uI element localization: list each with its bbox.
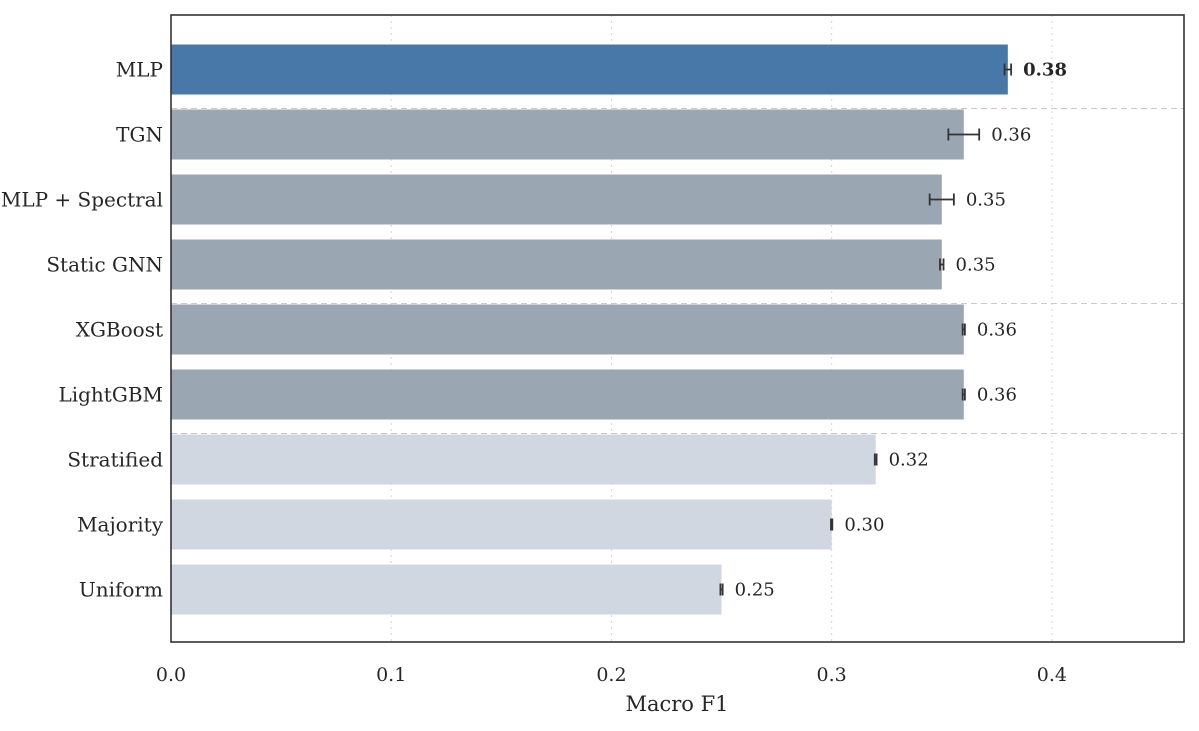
bar xyxy=(171,44,1008,95)
y-tick-label: XGBoost xyxy=(76,318,163,342)
x-tick-label: 0.2 xyxy=(596,664,626,686)
x-tick-label: 0.4 xyxy=(1037,664,1067,686)
error-bar xyxy=(961,388,966,401)
error-bars xyxy=(719,63,1013,596)
labels: 0.0 0.1 0.2 0.3 0.4 MLP 0.38 TGN 0.36 MLP + Spect… xyxy=(1,58,1067,687)
x-axis-title: Macro F1 xyxy=(625,692,728,716)
value-label: 0.38 xyxy=(1023,60,1067,81)
value-label: 0.25 xyxy=(735,580,775,601)
y-tick-label: Majority xyxy=(77,513,164,537)
bars xyxy=(171,44,1008,615)
error-bar xyxy=(719,583,724,596)
error-bar xyxy=(928,193,955,206)
value-label: 0.30 xyxy=(844,515,884,536)
group-separators xyxy=(171,108,1184,434)
value-label: 0.32 xyxy=(889,450,929,471)
x-tick-label: 0.0 xyxy=(156,664,186,686)
y-tick-label: Stratified xyxy=(67,448,163,472)
bar xyxy=(171,369,964,420)
bar xyxy=(171,239,942,290)
error-bar xyxy=(1003,63,1013,76)
error-bar xyxy=(939,258,945,271)
y-tick-label: MLP + Spectral xyxy=(1,188,163,212)
y-tick-label: Uniform xyxy=(79,578,163,602)
bar xyxy=(171,434,876,485)
value-label: 0.35 xyxy=(956,255,996,276)
plot-frame xyxy=(170,14,1185,643)
x-tick-label: 0.1 xyxy=(376,664,406,686)
bar xyxy=(171,109,964,160)
y-tick-label: Static GNN xyxy=(46,253,163,277)
bar xyxy=(171,304,964,355)
bar xyxy=(171,564,722,615)
y-tick-label: LightGBM xyxy=(58,383,163,407)
bar xyxy=(171,499,832,550)
bar xyxy=(171,174,942,225)
value-label: 0.36 xyxy=(977,320,1017,341)
value-label: 0.36 xyxy=(977,385,1017,406)
error-bar xyxy=(873,453,878,466)
x-tick-label: 0.3 xyxy=(817,664,847,686)
value-label: 0.36 xyxy=(991,125,1031,146)
y-tick-label: TGN xyxy=(116,123,163,147)
error-bar xyxy=(830,518,834,531)
error-bar xyxy=(947,128,981,141)
y-tick-label: MLP xyxy=(116,58,163,82)
error-bar xyxy=(961,323,966,336)
value-label: 0.35 xyxy=(966,190,1006,211)
